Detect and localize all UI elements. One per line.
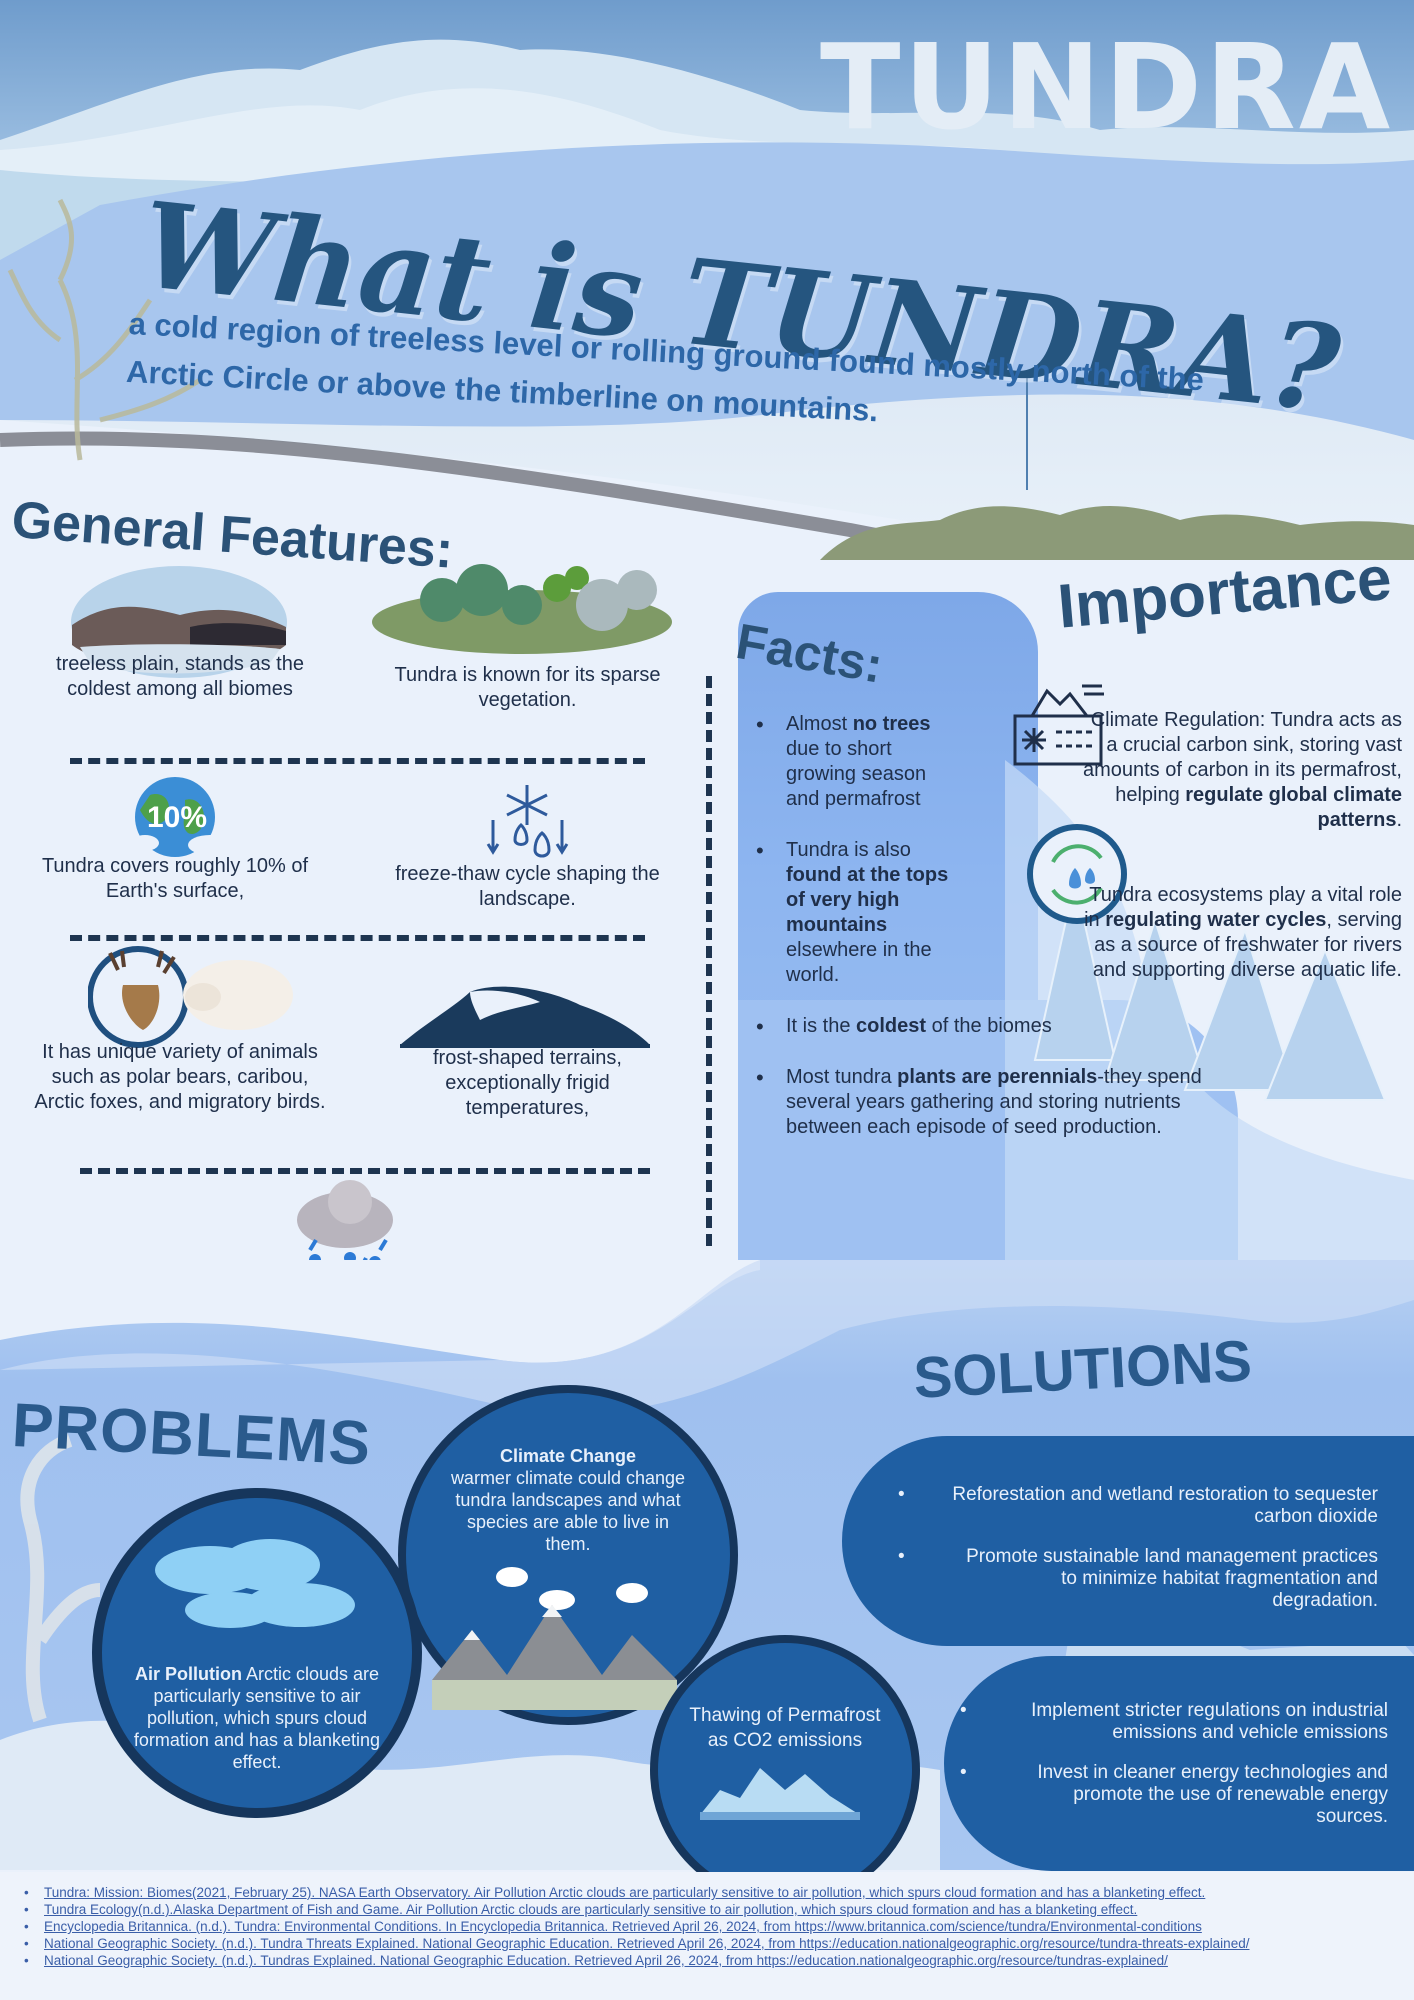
permafrost-circle: Thawing of Permafrost as CO2 emissions: [650, 1635, 920, 1905]
feature-text: frost-shaped terrains, exceptionally fri…: [433, 1047, 622, 1119]
feature-text: treeless plain, stands as the coldest am…: [56, 653, 304, 700]
fact-item: Almost no trees due to short growing sea…: [752, 712, 932, 812]
feature-text: It has unique variety of animals such as…: [34, 1041, 326, 1113]
air-pollution-circle: Air Pollution Arctic clouds are particul…: [92, 1488, 422, 1818]
lichen-icon: [372, 560, 677, 660]
solution-item: Implement stricter regulations on indust…: [960, 1700, 1388, 1744]
reference-link[interactable]: National Geographic Society. (n.d.). Tun…: [24, 1952, 1374, 1969]
divider: [80, 1168, 650, 1174]
arctic-animals-icon: [87, 945, 308, 1050]
snowy-mountain-icon: [400, 980, 650, 1050]
facts-list: Almost no trees due to short growing sea…: [752, 712, 1212, 1166]
divider: [706, 676, 712, 1246]
feature-text: Tundra covers roughly 10% of Earth's sur…: [41, 855, 309, 902]
fact-item: Most tundra plants are perennials-they s…: [752, 1065, 1212, 1140]
climate-change-text: warmer climate could change tundra lands…: [450, 1468, 686, 1554]
earth-percent-label: 10%: [147, 801, 207, 834]
iceberg-icon: [700, 1760, 860, 1820]
climate-change-title: Climate Change: [499, 1446, 637, 1466]
divider: [70, 758, 645, 764]
fact-item: Tundra is also found at the tops of very…: [752, 838, 952, 988]
importance-text: Climate Regulation: Tundra acts as a cru…: [1082, 709, 1402, 831]
feature-text: Tundra is known for its sparse vegetatio…: [394, 664, 661, 711]
fact-item: It is the coldest of the biomes: [752, 1014, 1052, 1039]
air-pollution-text: Arctic clouds are particularly sensitive…: [133, 1664, 381, 1772]
climate-regulation-icon: [1012, 676, 1107, 771]
page-title: TUNDRA: [820, 18, 1394, 156]
solutions-group-2: Implement stricter regulations on indust…: [944, 1656, 1414, 1871]
reference-link[interactable]: Tundra Ecology(n.d.).Alaska Department o…: [24, 1901, 1374, 1918]
reference-link[interactable]: Tundra: Mission: Biomes(2021, February 2…: [24, 1884, 1374, 1901]
references: Tundra: Mission: Biomes(2021, February 2…: [0, 1872, 1414, 2000]
cloudy-mountains-icon: [432, 1565, 677, 1715]
importance-text: Tundra ecosystems play a vital role in r…: [1084, 884, 1402, 981]
air-pollution-title: Air Pollution: [134, 1664, 242, 1684]
reference-link[interactable]: Encyclopedia Britannica. (n.d.). Tundra:…: [24, 1918, 1374, 1935]
snowflake-drops-icon: [485, 780, 570, 870]
divider: [70, 935, 645, 941]
solution-item: Promote sustainable land management prac…: [898, 1546, 1378, 1612]
snowy-mountain-background: [0, 39, 1414, 560]
solution-item: Reforestation and wetland restoration to…: [898, 1484, 1378, 1528]
solution-item: Invest in cleaner energy technologies an…: [960, 1762, 1388, 1828]
mountain-landscape-icon: [70, 565, 288, 680]
earth-icon: 10%: [130, 775, 235, 860]
reference-link[interactable]: National Geographic Society. (n.d.). Tun…: [24, 1935, 1374, 1952]
feature-text: freeze-thaw cycle shaping the landscape.: [395, 863, 660, 910]
water-cycle-icon: [1025, 822, 1130, 927]
permafrost-text: Thawing of Permafrost as CO2 emissions: [689, 1705, 881, 1751]
solutions-group-1: Reforestation and wetland restoration to…: [842, 1436, 1414, 1646]
clouds-icon: [130, 1530, 370, 1640]
header-landscape: [0, 0, 1414, 560]
